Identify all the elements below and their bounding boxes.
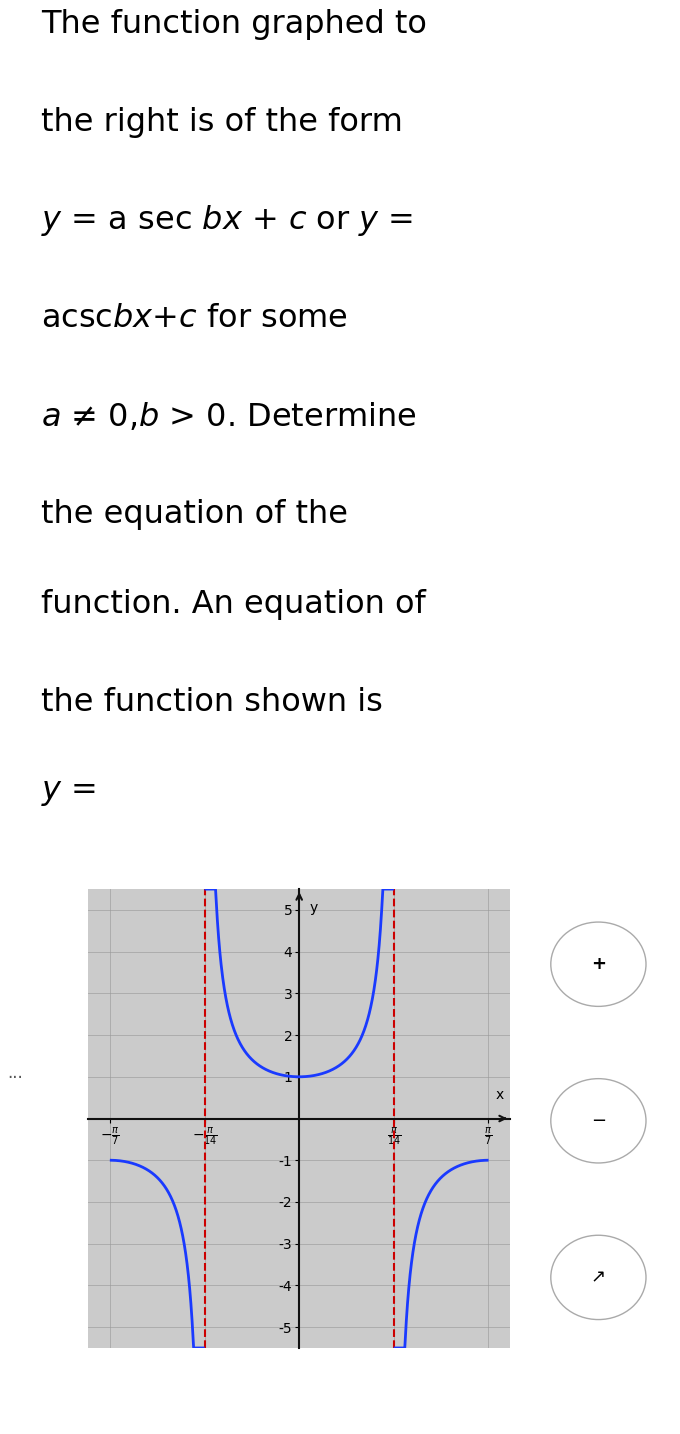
Text: the equation of the: the equation of the bbox=[41, 499, 347, 531]
Text: −: − bbox=[591, 1111, 606, 1130]
Text: ...: ... bbox=[7, 1064, 22, 1081]
Text: x: x bbox=[495, 1088, 504, 1101]
Text: +: + bbox=[591, 955, 606, 974]
Text: ↗: ↗ bbox=[591, 1269, 606, 1286]
Text: the right is of the form: the right is of the form bbox=[41, 108, 403, 138]
Text: $a$ ≠ 0,$b$ > 0. Determine: $a$ ≠ 0,$b$ > 0. Determine bbox=[41, 402, 416, 433]
Text: function. An equation of: function. An equation of bbox=[41, 589, 426, 621]
Text: acsc$bx$+$c$ for some: acsc$bx$+$c$ for some bbox=[41, 303, 347, 334]
Circle shape bbox=[551, 1078, 646, 1163]
Text: The function graphed to: The function graphed to bbox=[41, 9, 426, 40]
Text: $y$ = a sec $bx$ + $c$ or $y$ =: $y$ = a sec $bx$ + $c$ or $y$ = bbox=[41, 204, 413, 238]
Text: y: y bbox=[310, 901, 318, 915]
Circle shape bbox=[551, 1235, 646, 1319]
Text: the function shown is: the function shown is bbox=[41, 687, 383, 718]
Text: $y$ =: $y$ = bbox=[41, 777, 96, 809]
Circle shape bbox=[551, 922, 646, 1007]
